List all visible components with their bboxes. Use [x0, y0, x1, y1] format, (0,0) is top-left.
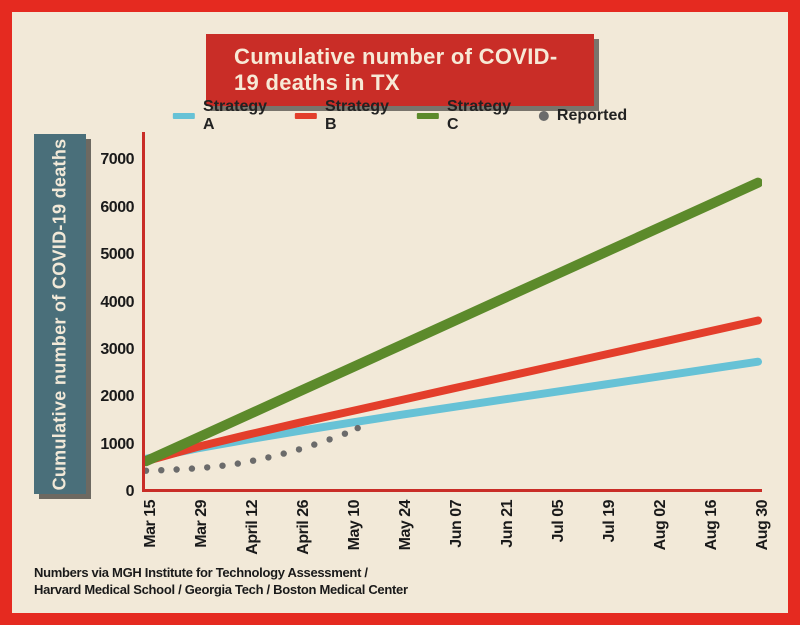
reported-dot: [311, 441, 317, 447]
y-tick-label: 3000: [100, 341, 134, 359]
series-line: [146, 321, 758, 462]
source-credits: Numbers via MGH Institute for Technology…: [34, 564, 408, 599]
x-tick-label: Jun 07: [448, 500, 466, 548]
y-tick-label: 7000: [100, 151, 134, 169]
reported-dot: [158, 467, 164, 473]
reported-dot: [326, 436, 332, 442]
x-tick-label: Aug 30: [754, 500, 772, 550]
reported-dot: [219, 463, 225, 469]
reported-dot: [342, 431, 348, 437]
reported-dot: [204, 464, 210, 470]
legend-line-icon: [173, 113, 195, 119]
legend-line-icon: [295, 113, 317, 119]
y-tick-label: 2000: [100, 388, 134, 406]
y-tick-label: 1000: [100, 436, 134, 454]
x-tick-label: April 26: [295, 500, 313, 555]
y-tick-label: 6000: [100, 199, 134, 217]
y-tick-label: 0: [126, 483, 134, 501]
x-tick-label: Jul 05: [550, 500, 568, 542]
legend-item: Reported: [539, 107, 627, 125]
legend-item: Strategy A: [173, 98, 271, 134]
x-tick-label: Jun 21: [499, 500, 517, 548]
reported-dot: [173, 466, 179, 472]
x-tick-label: Jul 19: [601, 500, 619, 542]
x-tick-label: Mar 15: [142, 500, 160, 548]
reported-dot: [250, 458, 256, 464]
credits-line-1: Numbers via MGH Institute for Technology…: [34, 564, 408, 582]
legend-label: Strategy A: [203, 98, 271, 134]
chart-title-banner: Cumulative number of COVID-19 deaths in …: [206, 34, 594, 106]
reported-dot: [281, 450, 287, 456]
legend-label: Strategy C: [447, 98, 515, 134]
x-tick-label: May 10: [346, 500, 364, 550]
reported-dot: [235, 460, 241, 466]
reported-dot: [265, 454, 271, 460]
series-line: [146, 183, 758, 462]
y-axis-label: Cumulative number of COVID-19 deaths: [50, 138, 71, 490]
reported-dot: [189, 465, 195, 471]
legend-label: Strategy B: [325, 98, 393, 134]
credits-line-2: Harvard Medical School / Georgia Tech / …: [34, 581, 408, 599]
legend-dot-icon: [539, 111, 549, 121]
legend: Strategy A Strategy B Strategy C Reported: [173, 98, 627, 134]
legend-label: Reported: [557, 107, 627, 125]
chart-title: Cumulative number of COVID-19 deaths in …: [234, 44, 557, 95]
reported-dot: [355, 425, 361, 431]
legend-item: Strategy C: [417, 98, 515, 134]
y-axis-label-box: Cumulative number of COVID-19 deaths: [34, 134, 86, 494]
legend-item: Strategy B: [295, 98, 393, 134]
x-tick-label: May 24: [397, 500, 415, 550]
y-tick-label: 5000: [100, 246, 134, 264]
x-tick-label: Mar 29: [193, 500, 211, 548]
x-tick-label: Aug 02: [652, 500, 670, 550]
chart-svg: [142, 132, 762, 492]
legend-line-icon: [417, 113, 439, 119]
chart-plot: 01000200030004000500060007000Mar 15Mar 2…: [142, 132, 762, 492]
x-tick-label: April 12: [244, 500, 262, 555]
reported-dot: [296, 446, 302, 452]
series-line: [146, 362, 758, 459]
x-tick-label: Aug 16: [703, 500, 721, 550]
y-tick-label: 4000: [100, 294, 134, 312]
